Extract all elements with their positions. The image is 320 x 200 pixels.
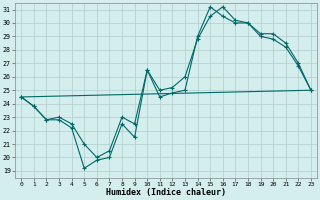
X-axis label: Humidex (Indice chaleur): Humidex (Indice chaleur) [106, 188, 226, 197]
